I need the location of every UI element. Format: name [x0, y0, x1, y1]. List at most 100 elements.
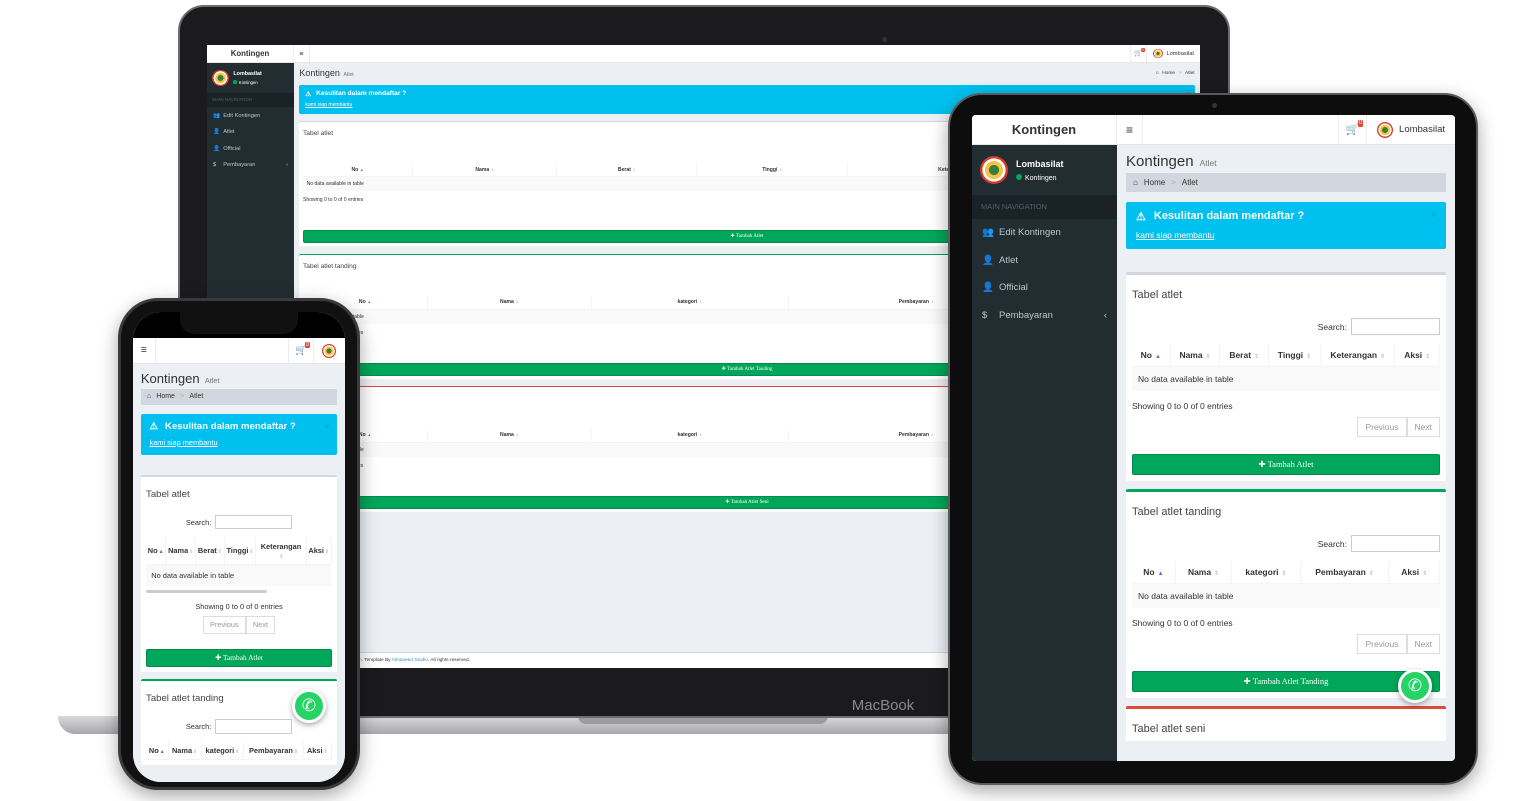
column-header-no[interactable]: No▲ [146, 537, 167, 565]
sidebar-item-pembayaran[interactable]: $ Pembayaran ‹ [972, 302, 1117, 330]
search-input[interactable] [214, 718, 293, 734]
column-header-aksi[interactable]: Aksi⇕ [1394, 344, 1440, 367]
search-input[interactable] [214, 514, 293, 530]
sidebar-item-edit-kontingen[interactable]: 👥 Edit Kontingen [207, 107, 294, 124]
previous-button[interactable]: Previous [202, 615, 246, 634]
user-panel-name: Lombasilat [1016, 158, 1064, 169]
column-header-kategori[interactable]: kategori⇕ [591, 295, 789, 310]
help-link[interactable]: kami siap membantu [1136, 230, 1215, 240]
column-label: Aksi [308, 546, 324, 556]
cart-button[interactable]: 🛒 0 [288, 338, 312, 364]
warning-icon: ⚠ [149, 420, 159, 432]
user-menu[interactable]: Lombasilat [1366, 115, 1455, 144]
search-row: Search: [146, 514, 332, 530]
column-header-pembayaran[interactable]: Pembayaran⇕ [1300, 561, 1390, 584]
column-header-kategori[interactable]: kategori⇕ [591, 428, 789, 443]
table-info: Showing 0 to 0 of 0 entries [1132, 401, 1233, 411]
previous-button[interactable]: Previous [1357, 634, 1407, 654]
sort-icon: ▲ [360, 167, 364, 172]
sidebar-item-label: Official [999, 282, 1028, 294]
help-link[interactable]: kami siap membantu [305, 102, 353, 109]
search-input[interactable] [1351, 318, 1440, 335]
table-header-row: No▲Nama⇕kategori⇕Pembayaran⇕Aksi⇕ [1132, 561, 1440, 584]
breadcrumb-current: Atlet [189, 392, 204, 400]
menu-toggle-button[interactable]: ≡ [1117, 115, 1143, 144]
sidebar-item-edit-kontingen[interactable]: 👥 Edit Kontingen [972, 219, 1117, 247]
user-menu[interactable] [312, 338, 345, 364]
user-panel-name: Lombasilat [233, 71, 262, 77]
footer-studio-link[interactable]: Almsaeed Studio [391, 658, 428, 664]
user-menu[interactable]: Lombasilat [1146, 45, 1200, 62]
breadcrumb-home[interactable]: Home [156, 392, 175, 400]
sidebar-item-official[interactable]: 👤 Official [207, 140, 294, 157]
column-header-pembayaran[interactable]: Pembayaran⇕ [243, 741, 304, 761]
avatar [1377, 121, 1394, 138]
table-info: Showing 0 to 0 of 0 entries [302, 197, 364, 204]
close-icon[interactable]: × [1431, 210, 1437, 221]
plus-icon: ✚ [1258, 459, 1268, 469]
column-label: Nama [168, 546, 189, 556]
column-header-no[interactable]: No▲ [302, 162, 414, 178]
add-button[interactable]: ✚ Tambah Atlet [1132, 454, 1440, 475]
column-label: Nama [500, 299, 514, 306]
column-header-nama[interactable]: Nama⇕ [1175, 561, 1233, 584]
column-header-no[interactable]: No▲ [1132, 344, 1171, 367]
column-header-aksi[interactable]: Aksi⇕ [306, 537, 332, 565]
column-header-kategori[interactable]: kategori⇕ [201, 741, 245, 761]
column-header-keterangan[interactable]: Keterangan⇕ [1320, 344, 1396, 367]
help-link[interactable]: kami siap membantu [149, 437, 218, 447]
table-wrapper: No▲Nama⇕Berat⇕Tinggi⇕Keterangan⇕Aksi⇕No … [146, 537, 332, 587]
add-button-label: Tambah Atlet [735, 233, 764, 240]
column-header-nama[interactable]: Nama⇕ [427, 295, 592, 310]
whatsapp-button[interactable]: ✆ [292, 689, 326, 723]
column-header-aksi[interactable]: Aksi⇕ [303, 741, 332, 761]
logo-text[interactable]: Kontingen [972, 115, 1117, 144]
sidebar-item-official[interactable]: 👤 Official [972, 274, 1117, 302]
column-header-berat[interactable]: Berat⇕ [556, 162, 698, 178]
next-button[interactable]: Next [1406, 634, 1440, 654]
column-header-tinggi[interactable]: Tinggi⇕ [1268, 344, 1322, 367]
next-button[interactable]: Next [1406, 417, 1440, 437]
column-header-berat[interactable]: Berat⇕ [195, 537, 225, 565]
column-header-nama[interactable]: Nama⇕ [1170, 344, 1221, 367]
menu-toggle-button[interactable]: ≡ [133, 338, 156, 364]
close-icon[interactable]: × [1186, 90, 1190, 96]
sidebar-item-atlet[interactable]: 👤 Atlet [972, 247, 1117, 275]
add-button[interactable]: ✚ Tambah Atlet [146, 648, 332, 667]
breadcrumb-home[interactable]: Home [1143, 178, 1166, 187]
sidebar-item-pembayaran[interactable]: $ Pembayaran ‹ [207, 157, 294, 174]
column-header-tinggi[interactable]: Tinggi⇕ [696, 162, 849, 178]
column-header-no[interactable]: No▲ [146, 741, 169, 761]
column-label: No [1143, 567, 1155, 577]
add-button[interactable]: ✚ Tambah Atlet Tanding [1132, 671, 1440, 692]
column-header-nama[interactable]: Nama⇕ [412, 162, 558, 178]
cart-button[interactable]: 🛒 0 [1129, 45, 1147, 62]
column-label: Tinggi [1277, 350, 1304, 360]
column-header-kategori[interactable]: kategori⇕ [1231, 561, 1301, 584]
column-header-keterangan[interactable]: Keterangan⇕ [255, 537, 307, 565]
previous-button[interactable]: Previous [1357, 417, 1407, 437]
column-header-nama[interactable]: Nama⇕ [427, 428, 592, 443]
next-button[interactable]: Next [245, 615, 276, 634]
column-header-nama[interactable]: Nama⇕ [165, 537, 197, 565]
empty-table-cell: No data available in table [1132, 366, 1440, 391]
close-icon[interactable]: × [324, 420, 330, 431]
breadcrumb-separator: > [180, 392, 185, 400]
dollar-icon: $ [213, 162, 217, 169]
dollar-icon: $ [982, 309, 988, 321]
column-header-aksi[interactable]: Aksi⇕ [1388, 561, 1440, 584]
column-header-no[interactable]: No▲ [1132, 561, 1176, 584]
search-input[interactable] [1351, 535, 1440, 552]
menu-toggle-button[interactable]: ≡ [294, 45, 310, 62]
table-wrapper: No▲ Nama⇕ kategori⇕ Pembayaran⇕ Aksi⇕ [146, 741, 332, 761]
sidebar-item-atlet[interactable]: 👤 Atlet [207, 124, 294, 141]
whatsapp-button[interactable]: ✆ [1398, 669, 1432, 703]
breadcrumb-home[interactable]: Home [1162, 70, 1175, 76]
column-header-nama[interactable]: Nama⇕ [168, 741, 202, 761]
column-header-berat[interactable]: Berat⇕ [1219, 344, 1269, 367]
horizontal-scrollbar[interactable] [146, 589, 267, 594]
logo-text[interactable]: Kontingen [207, 45, 294, 62]
cart-button[interactable]: 🛒 0 [1338, 115, 1366, 144]
column-header-tinggi[interactable]: Tinggi⇕ [224, 537, 257, 565]
